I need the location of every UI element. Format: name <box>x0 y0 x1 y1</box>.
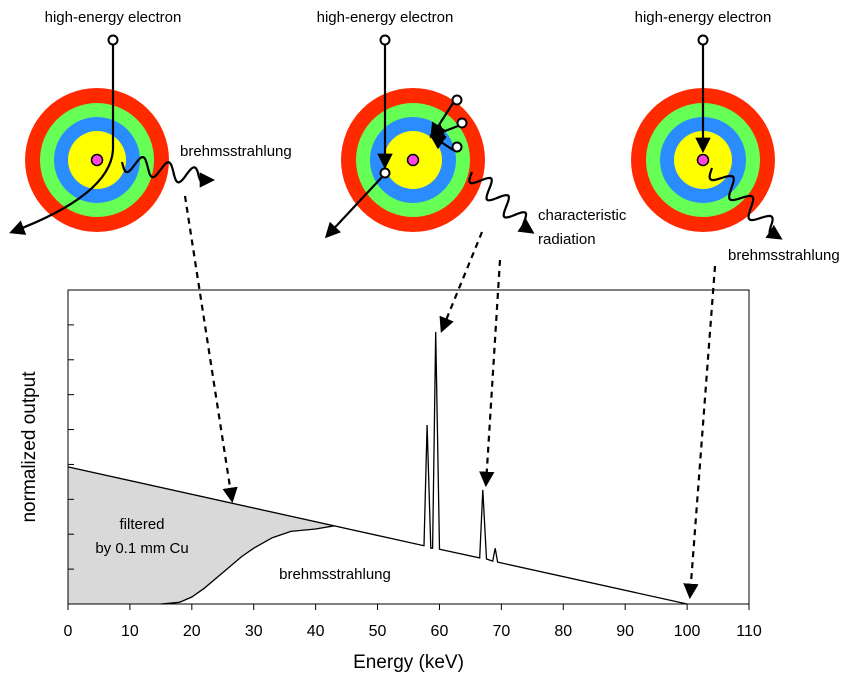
x-tick-label: 70 <box>492 623 510 640</box>
photon <box>468 171 535 234</box>
panel-label: high-energy electron <box>45 9 182 26</box>
nucleus <box>90 153 104 167</box>
electron <box>697 34 709 46</box>
annotation: brehmsstrahlung <box>279 566 391 583</box>
x-tick-label: 100 <box>674 623 701 640</box>
y-axis-title: normalized output <box>19 371 40 523</box>
x-tick-label: 50 <box>369 623 387 640</box>
photon <box>708 167 783 240</box>
panel-label: high-energy electron <box>635 9 772 26</box>
panel-label: high-energy electron <box>317 9 454 26</box>
electron-path <box>324 176 383 239</box>
emission-label: characteristic <box>538 207 627 224</box>
emission-label: brehmsstrahlung <box>728 247 840 264</box>
spectrum-line <box>67 331 688 605</box>
annotation: filtered <box>119 516 164 533</box>
x-axis-title: Energy (keV) <box>353 652 464 673</box>
x-tick-label: 60 <box>431 623 449 640</box>
electron <box>379 167 391 179</box>
nucleus <box>696 153 710 167</box>
x-tick-label: 10 <box>121 623 139 640</box>
x-tick-label: 30 <box>245 623 263 640</box>
chart: 0 10 20 30 40 50 60 70 80 90 100 110 Energy (keV) nor… <box>19 289 762 673</box>
emission-label: radiation <box>538 231 596 248</box>
x-tick-label: 90 <box>616 623 634 640</box>
electron-path <box>9 149 115 235</box>
emission-label: brehmsstrahlung <box>180 143 292 160</box>
filtered-region <box>68 466 335 604</box>
dashed-arrow <box>183 195 238 504</box>
electron <box>379 34 391 46</box>
x-tick-label: 80 <box>554 623 572 640</box>
arrows <box>9 34 783 600</box>
electron <box>456 117 468 129</box>
dashed-arrow <box>439 231 484 333</box>
photon <box>120 155 216 188</box>
dashed-arrow <box>479 259 502 488</box>
electron <box>107 34 119 46</box>
dashed-arrow <box>683 265 717 600</box>
electron <box>451 141 463 153</box>
x-tick-label: 0 <box>64 623 73 640</box>
nucleus <box>406 153 420 167</box>
annotation: by 0.1 mm Cu <box>95 540 188 557</box>
x-tick-label: 110 <box>736 623 762 640</box>
x-tick-label: 20 <box>183 623 201 640</box>
electron-path <box>429 134 454 151</box>
electron <box>451 94 463 106</box>
plot-frame <box>67 289 750 605</box>
spectrum-line <box>160 525 335 605</box>
x-tick-label: 40 <box>307 623 325 640</box>
